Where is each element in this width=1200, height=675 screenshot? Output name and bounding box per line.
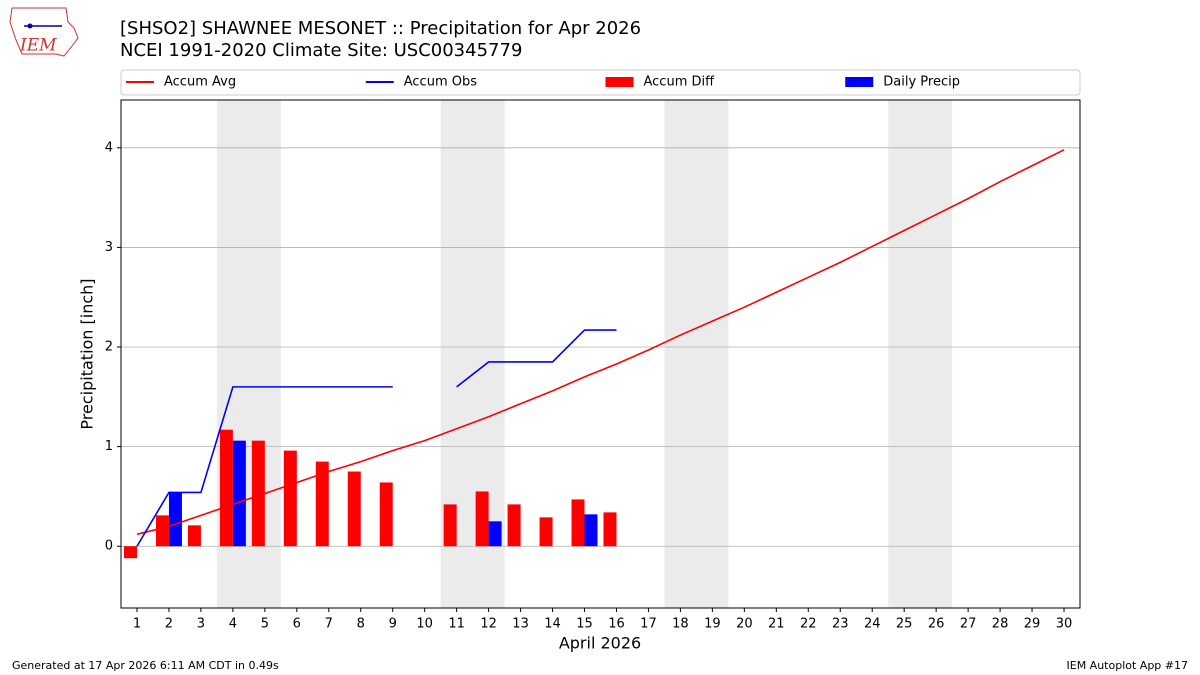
footer-left: Generated at 17 Apr 2026 6:11 AM CDT in … bbox=[12, 659, 279, 672]
x-tick-label: 29 bbox=[1024, 617, 1041, 632]
bar bbox=[283, 450, 297, 547]
x-tick-label: 10 bbox=[416, 617, 433, 632]
bar bbox=[219, 429, 233, 547]
y-tick-label: 1 bbox=[105, 439, 113, 454]
legend-box bbox=[120, 69, 1081, 96]
chart-title: [SHSO2] SHAWNEE MESONET :: Precipitation… bbox=[120, 18, 641, 39]
x-tick-label: 14 bbox=[544, 617, 561, 632]
bar bbox=[488, 521, 502, 547]
x-tick-label: 24 bbox=[864, 617, 881, 632]
x-tick-label: 12 bbox=[480, 617, 497, 632]
bar bbox=[603, 512, 617, 547]
bar bbox=[168, 492, 182, 547]
bar bbox=[539, 517, 553, 547]
x-tick-label: 22 bbox=[800, 617, 817, 632]
chart-subtitle: NCEI 1991-2020 Climate Site: USC00345779 bbox=[120, 40, 522, 61]
bar bbox=[475, 491, 489, 547]
bar bbox=[584, 514, 598, 547]
footer-right: IEM Autoplot App #17 bbox=[1067, 659, 1189, 672]
bar bbox=[507, 504, 521, 547]
legend-label: Accum Diff bbox=[644, 75, 716, 90]
x-tick-label: 26 bbox=[928, 617, 945, 632]
legend-swatch bbox=[605, 77, 634, 87]
x-tick-label: 27 bbox=[960, 617, 977, 632]
x-tick-label: 3 bbox=[197, 617, 205, 632]
x-tick-label: 13 bbox=[512, 617, 529, 632]
y-tick-label: 0 bbox=[105, 539, 113, 554]
y-axis-label: Precipitation [inch] bbox=[78, 278, 97, 429]
plot-frame bbox=[120, 99, 1081, 609]
x-tick-label: 11 bbox=[448, 617, 465, 632]
legend-swatch bbox=[845, 77, 874, 87]
x-tick-label: 5 bbox=[261, 617, 269, 632]
x-tick-label: 30 bbox=[1056, 617, 1073, 632]
weekend-shade bbox=[664, 100, 729, 608]
x-tick-label: 2 bbox=[165, 617, 173, 632]
x-tick-label: 23 bbox=[832, 617, 849, 632]
y-tick-label: 4 bbox=[105, 140, 113, 155]
bar bbox=[251, 440, 265, 547]
x-tick-label: 9 bbox=[389, 617, 397, 632]
bar bbox=[347, 471, 361, 547]
bar bbox=[232, 440, 246, 547]
plot-area bbox=[121, 100, 1080, 608]
x-tick-label: 7 bbox=[325, 617, 333, 632]
bar bbox=[123, 546, 137, 559]
bar bbox=[155, 515, 169, 547]
x-tick-label: 25 bbox=[896, 617, 913, 632]
x-tick-label: 1 bbox=[133, 617, 141, 632]
logo-text: IEM bbox=[19, 36, 57, 56]
x-tick-label: 15 bbox=[576, 617, 593, 632]
bar bbox=[187, 525, 201, 547]
x-tick-label: 18 bbox=[672, 617, 689, 632]
legend-label: Accum Obs bbox=[404, 75, 477, 90]
line bbox=[136, 149, 1065, 536]
x-tick-label: 8 bbox=[357, 617, 365, 632]
x-tick-label: 28 bbox=[992, 617, 1009, 632]
line bbox=[136, 329, 617, 547]
x-tick-label: 6 bbox=[293, 617, 301, 632]
legend-label: Accum Avg bbox=[164, 75, 236, 90]
bar bbox=[443, 504, 457, 547]
x-tick-label: 16 bbox=[608, 617, 625, 632]
y-tick-label: 2 bbox=[105, 340, 113, 355]
x-tick-label: 4 bbox=[229, 617, 237, 632]
bar bbox=[571, 499, 585, 547]
x-tick-label: 20 bbox=[736, 617, 753, 632]
x-axis-label: April 2026 bbox=[559, 634, 641, 653]
legend-label: Daily Precip bbox=[883, 75, 960, 90]
bar bbox=[379, 482, 393, 547]
bar bbox=[315, 461, 329, 547]
weekend-shade bbox=[888, 100, 953, 608]
logo: IEM bbox=[9, 7, 79, 57]
y-tick-label: 3 bbox=[105, 240, 113, 255]
x-tick-label: 17 bbox=[640, 617, 657, 632]
legend: Accum Avg Accum Obs Accum Diff Daily Precip bbox=[126, 75, 960, 90]
x-tick-label: 21 bbox=[768, 617, 785, 632]
x-tick-label: 19 bbox=[704, 617, 721, 632]
